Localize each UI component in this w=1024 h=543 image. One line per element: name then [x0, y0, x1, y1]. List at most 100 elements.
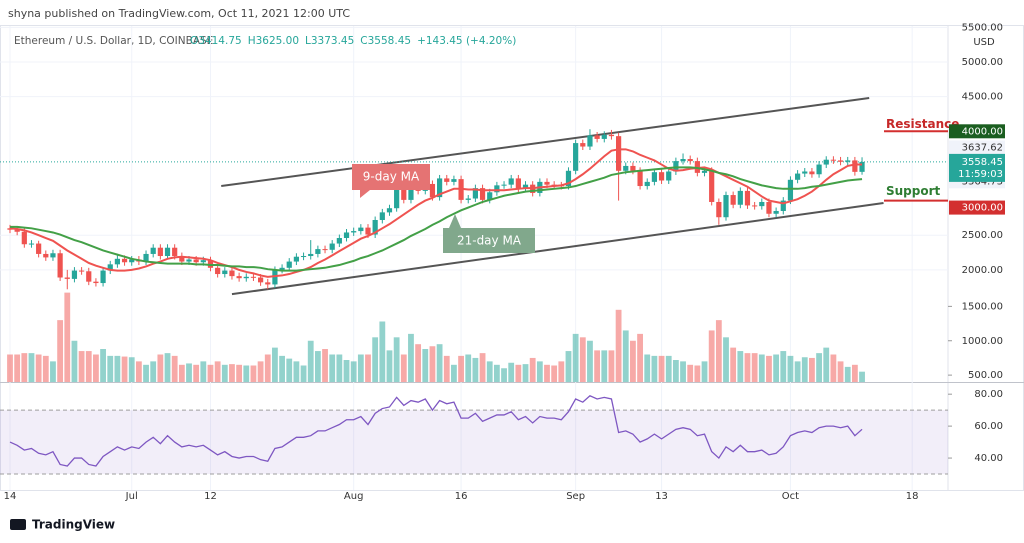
candle-body — [186, 259, 192, 262]
volume-bar — [42, 355, 49, 382]
candle-body — [759, 201, 765, 207]
volume-bar — [823, 347, 830, 382]
candle-body — [379, 212, 385, 220]
candle-body — [544, 181, 550, 185]
candle-body — [215, 267, 221, 275]
candle-body — [286, 261, 292, 268]
volume-bar — [465, 354, 472, 382]
candle-body — [809, 171, 815, 175]
candle-body — [308, 253, 314, 257]
volume-bar — [493, 364, 500, 382]
volume-bar — [135, 361, 142, 382]
candle-body — [787, 179, 794, 201]
candle-body — [179, 256, 185, 262]
candle-body — [372, 219, 378, 235]
volume-bar — [451, 364, 457, 382]
volume-bar — [544, 364, 550, 382]
volume-bar — [515, 364, 522, 382]
candle-body — [444, 178, 450, 182]
volume-bar — [572, 333, 579, 382]
x-tick-label: 16 — [455, 491, 468, 502]
volume-bar — [830, 354, 837, 382]
candle-body — [386, 208, 393, 213]
rsi-tick-label: 60.00 — [974, 421, 1003, 432]
candle-body — [14, 229, 20, 232]
x-tick-label: 14 — [4, 491, 17, 502]
volume-bar — [393, 337, 400, 382]
x-tick-label: 18 — [906, 491, 919, 502]
candle-body — [501, 184, 507, 186]
candle-body — [644, 181, 650, 187]
volume-bar — [415, 344, 422, 382]
candle-body — [272, 269, 278, 285]
volume-bar — [672, 360, 679, 382]
candle-body — [351, 231, 357, 233]
candle-body — [293, 256, 299, 262]
candle-body — [329, 243, 335, 250]
candle-body — [451, 179, 457, 182]
volume-bar — [279, 355, 285, 382]
candle-body — [114, 258, 120, 265]
volume-bar — [859, 371, 865, 382]
volume-bar — [801, 357, 808, 382]
candle-body — [830, 159, 836, 161]
candle-body — [494, 185, 500, 193]
candle-body — [487, 192, 493, 200]
candle-body — [623, 165, 629, 171]
candle-body — [795, 173, 801, 180]
volume-bar — [730, 347, 737, 382]
volume-bar — [794, 361, 801, 382]
candle-body — [766, 201, 772, 214]
volume-bar — [758, 354, 765, 382]
volume-tick-label: 1500.00 — [962, 301, 1003, 312]
volume-bar — [214, 361, 221, 382]
x-tick-label: 12 — [204, 491, 217, 502]
rsi-tick-label: 40.00 — [974, 453, 1003, 464]
volume-bar — [107, 355, 114, 382]
candle-body — [265, 282, 271, 285]
volume-bar — [565, 351, 572, 382]
candle-body — [394, 189, 400, 209]
volume-bar — [150, 361, 157, 382]
currency: USD — [973, 37, 995, 48]
level-tag-label: 4000.00 — [962, 126, 1003, 137]
volume-bar — [587, 340, 593, 382]
volume-bar — [286, 358, 293, 382]
volume-bar — [357, 354, 364, 382]
moving-average — [9, 148, 863, 278]
candle-body — [222, 270, 228, 275]
countdown: 11:59:03 — [958, 169, 1003, 180]
volume-bar — [322, 349, 328, 382]
y-tick-label: 2000.00 — [962, 265, 1003, 276]
candle-body — [737, 190, 743, 205]
y-tick-label: 4500.00 — [962, 92, 1003, 103]
volume-bar — [429, 346, 436, 382]
volume-bar — [594, 350, 601, 382]
background — [0, 26, 948, 490]
volume-bar — [243, 365, 250, 382]
volume-bar — [14, 354, 21, 382]
volume-bar — [329, 354, 336, 382]
candle-body — [207, 260, 214, 268]
candle-body — [752, 205, 758, 207]
volume-tick-label: 500.00 — [968, 370, 1003, 381]
volume-bar — [128, 357, 135, 382]
volume-bar — [651, 355, 658, 382]
candle-body — [515, 178, 521, 189]
volume-bar — [694, 365, 701, 382]
trendline — [231, 202, 884, 296]
rsi-tick-label: 80.00 — [974, 389, 1003, 400]
last-price-box — [949, 153, 1005, 182]
volume-bar — [272, 347, 278, 382]
level-name: Support — [886, 184, 941, 198]
volume-bar — [615, 309, 622, 382]
volume-bar — [178, 364, 185, 382]
candle-body — [508, 178, 514, 185]
candle-body — [630, 165, 636, 171]
ohlc-value: L3373.45 — [305, 35, 354, 47]
candle-body — [50, 253, 56, 258]
volume-bar — [551, 365, 558, 382]
volume-bar — [143, 364, 149, 382]
y-tick-label: 5500.00 — [962, 22, 1003, 33]
